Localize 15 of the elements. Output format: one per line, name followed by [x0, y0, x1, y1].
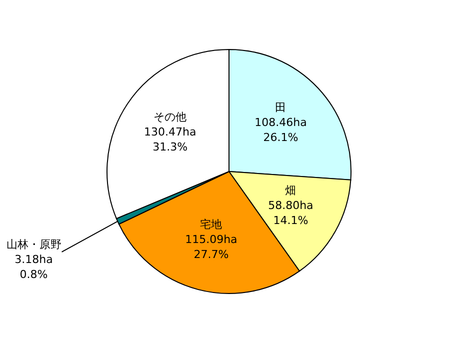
- text: 108.46ha: [254, 116, 307, 130]
- text: 115.09ha: [185, 232, 238, 246]
- slice-label: その他: [154, 110, 187, 124]
- text: 58.80ha: [268, 199, 314, 212]
- text: 26.1%: [263, 131, 298, 144]
- text: 14.1%: [273, 214, 308, 228]
- text: 130.47ha: [144, 125, 196, 138]
- text: 27.7%: [194, 248, 229, 261]
- slice-label: 山林・原野: [6, 238, 62, 251]
- slice-label: 宅地: [200, 218, 222, 231]
- slice-label: 田: [275, 101, 286, 114]
- slice-label: 畑: [285, 184, 296, 198]
- text: 31.3%: [152, 140, 188, 154]
- text: 3.18ha: [14, 252, 53, 266]
- text: 0.8%: [20, 268, 48, 281]
